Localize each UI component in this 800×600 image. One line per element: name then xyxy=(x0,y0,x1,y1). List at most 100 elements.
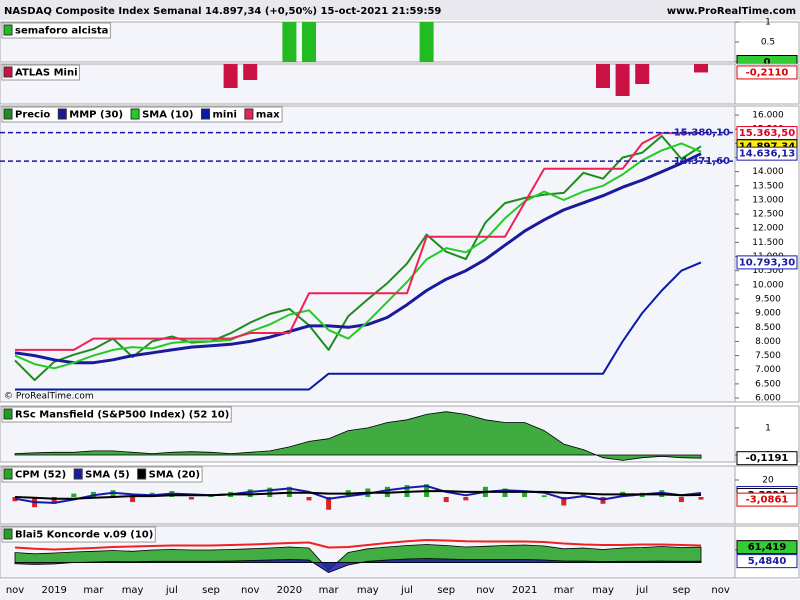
value-marker xyxy=(736,540,798,555)
legend-box xyxy=(1,526,156,543)
legend-swatch xyxy=(3,24,13,36)
bar xyxy=(130,496,136,503)
bar xyxy=(326,496,332,510)
x-tick-label: mar xyxy=(554,585,575,596)
legend-swatch xyxy=(3,468,13,480)
value-marker-label: 15.363,50 xyxy=(739,128,795,139)
y-tick-label: 6.000 xyxy=(755,394,781,404)
line xyxy=(15,132,701,351)
x-tick-label: sep xyxy=(673,585,691,596)
y-tick-label: 13.000 xyxy=(752,195,784,205)
bar xyxy=(561,496,567,506)
panel: -0,2110 ATLAS Mini xyxy=(0,63,800,105)
line xyxy=(14,490,702,500)
bar xyxy=(615,64,630,96)
legend-swatch xyxy=(3,528,13,540)
value-marker xyxy=(736,146,798,161)
bar xyxy=(443,496,449,503)
y-tick-label: 7.000 xyxy=(755,365,781,375)
legend-swatch xyxy=(73,468,83,480)
legend-label: max xyxy=(256,110,280,121)
bar xyxy=(243,64,258,80)
y-tick-label: 7.500 xyxy=(755,351,781,361)
x-tick-label: jul xyxy=(400,585,413,596)
line xyxy=(14,135,702,382)
legend-label: Blai5 Koncorde v.09 (10) xyxy=(15,530,153,541)
line xyxy=(14,152,702,365)
y-tick-label: 10.500 xyxy=(752,266,784,276)
chart-title: NASDAQ Composite Index Semanal 14.897,34… xyxy=(4,6,441,17)
area xyxy=(14,558,702,573)
legend-swatch xyxy=(57,108,67,120)
value-marker-label: -0,1191 xyxy=(746,453,789,464)
legend-label: MMP (30) xyxy=(69,110,123,121)
area xyxy=(14,544,702,571)
x-tick-label: jul xyxy=(165,585,178,596)
plot xyxy=(12,484,704,510)
x-tick-label: may xyxy=(592,585,614,596)
legend-swatch xyxy=(201,108,210,120)
bar xyxy=(247,489,253,497)
x-tick-label: 2019 xyxy=(41,585,66,596)
legend-box xyxy=(1,406,232,423)
x-tick-label: mar xyxy=(83,585,104,596)
x-tick-label: sep xyxy=(437,585,455,596)
x-tick-label: nov xyxy=(476,585,494,596)
value-marker-label: 14.371,60 xyxy=(674,156,730,167)
y-tick-label: 1 xyxy=(765,423,771,433)
legend: Blai5 Koncorde v.09 (10) xyxy=(1,526,156,543)
y-tick-label: 10.000 xyxy=(752,280,784,290)
bar xyxy=(223,64,238,88)
y-tick-label: 12.500 xyxy=(752,210,784,220)
x-tick-label: sep xyxy=(202,585,220,596)
bar xyxy=(306,496,312,501)
line xyxy=(14,539,702,551)
panel-bg xyxy=(0,63,736,105)
value-marker-label: 0 xyxy=(764,57,771,68)
bar xyxy=(51,496,57,504)
x-tick-label: nov xyxy=(241,585,259,596)
value-marker-label: 14.636,13 xyxy=(739,149,795,160)
legend: CPM (52) SMA (5) SMA (20) xyxy=(1,466,203,483)
y-tick-label: 20 xyxy=(762,476,774,486)
x-tick-label: may xyxy=(122,585,144,596)
legend: Precio MMP (30) SMA (10) mini max xyxy=(1,106,283,123)
panel-bg xyxy=(0,105,736,403)
plot xyxy=(223,64,708,96)
y-tick-label: 1 xyxy=(765,18,771,28)
site-label: www.ProRealTime.com xyxy=(667,6,796,17)
x-tick-label: jul xyxy=(635,585,648,596)
legend: semaforo alcista xyxy=(1,22,111,39)
y-tick-label: 13.500 xyxy=(752,181,784,191)
legend-box xyxy=(1,22,111,39)
y-tick-label: 14.000 xyxy=(752,167,784,177)
bar xyxy=(678,496,684,503)
legend-label: SMA (10) xyxy=(142,110,193,121)
bar xyxy=(694,64,708,73)
y-tick-label: 12.000 xyxy=(752,224,784,234)
line xyxy=(15,261,702,391)
bar xyxy=(282,22,297,62)
value-marker-label: 15.380,10 xyxy=(674,128,730,139)
bar xyxy=(419,22,434,62)
y-tick-label: 11.500 xyxy=(752,238,784,248)
bar xyxy=(267,487,273,497)
legend-swatch xyxy=(3,66,13,78)
legend-box xyxy=(1,466,203,483)
y-tick-label: 8.500 xyxy=(755,323,781,333)
bar xyxy=(541,495,547,497)
bar xyxy=(522,491,528,497)
legend-label: RSc Mansfield (S&P500 Index) (52 10) xyxy=(15,410,229,421)
y-tick-label: 8.000 xyxy=(755,337,781,347)
legend-label: mini xyxy=(213,110,237,121)
x-tick-label: 2021 xyxy=(512,585,537,596)
value-marker xyxy=(736,255,798,270)
x-tick-label: 2020 xyxy=(277,585,302,596)
value-marker-label: 5,4840 xyxy=(748,556,787,567)
area xyxy=(14,411,702,461)
x-tick-label: nov xyxy=(6,585,24,596)
plot xyxy=(14,539,702,573)
